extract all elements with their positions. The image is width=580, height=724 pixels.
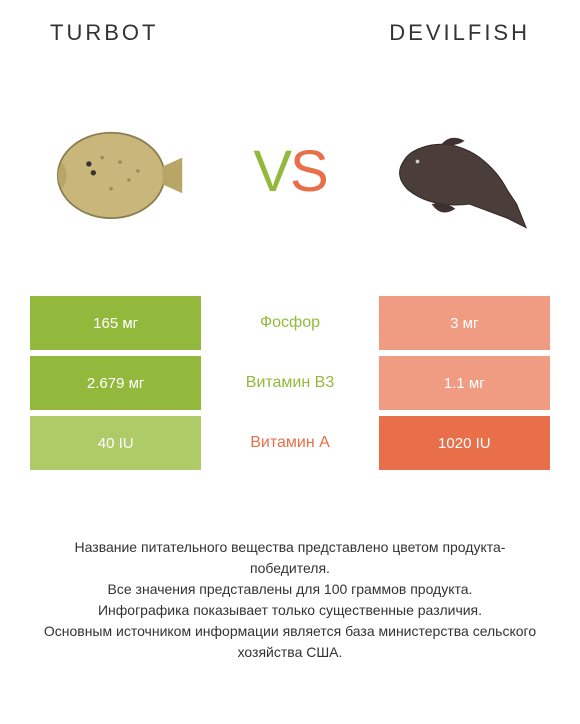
footer-line: Инфографика показывает только существенн…	[40, 600, 540, 621]
header: Turbot Devilfish	[0, 0, 580, 46]
left-title: Turbot	[50, 20, 158, 46]
table-row: 165 мг Фосфор 3 мг	[30, 296, 550, 350]
right-value-cell: 3 мг	[376, 296, 550, 350]
left-value-cell: 2.679 мг	[30, 356, 204, 410]
nutrient-name: Витамин A	[204, 416, 375, 470]
footer-line: Основным источником информации является …	[40, 621, 540, 663]
vs-v: V	[253, 139, 290, 204]
right-title: Devilfish	[389, 20, 530, 46]
nutrient-table: 165 мг Фосфор 3 мг 2.679 мг Витамин B3 1…	[0, 296, 580, 476]
vs-s: S	[290, 139, 327, 204]
footer: Название питательного вещества представл…	[0, 476, 580, 724]
table-row: 2.679 мг Витамин B3 1.1 мг	[30, 356, 550, 410]
footer-text: Название питательного вещества представл…	[40, 537, 540, 663]
image-row: VS	[0, 46, 580, 296]
nutrient-name: Фосфор	[204, 296, 375, 350]
footer-line: Название питательного вещества представл…	[40, 537, 540, 579]
right-fish-image	[370, 81, 550, 261]
vs-label: VS	[253, 138, 326, 205]
left-fish-image	[30, 81, 210, 261]
nutrient-name: Витамин B3	[204, 356, 375, 410]
footer-line: Все значения представлены для 100 граммо…	[40, 579, 540, 600]
left-value-cell: 40 IU	[30, 416, 204, 470]
table-row: 40 IU Витамин A 1020 IU	[30, 416, 550, 470]
left-value-cell: 165 мг	[30, 296, 204, 350]
right-value-cell: 1.1 мг	[376, 356, 550, 410]
right-value-cell: 1020 IU	[376, 416, 550, 470]
